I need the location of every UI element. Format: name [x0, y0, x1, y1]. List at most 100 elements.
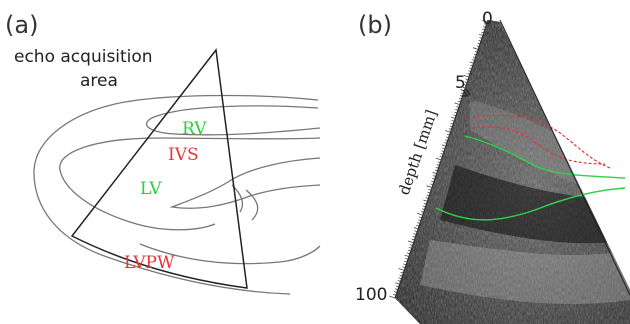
- depth-tick: [482, 28, 486, 31]
- depth-tick: [426, 185, 433, 188]
- region-label-lv: LV: [140, 179, 162, 199]
- depth-tick: [398, 277, 402, 280]
- depth-tick: [463, 74, 470, 78]
- depth-tick: [439, 155, 443, 158]
- depth-tick: [405, 258, 409, 260]
- depth-tick: [472, 56, 477, 59]
- lv-contour-lower: [435, 187, 626, 221]
- region-label-lvpw: LVPW: [124, 253, 175, 273]
- depth-tick: [407, 240, 414, 244]
- depth-tick: [400, 271, 404, 274]
- depth-tick: [444, 142, 448, 144]
- depth-tick: [441, 144, 447, 147]
- panel-a-label: (a): [5, 11, 38, 39]
- depth-tick: [460, 92, 464, 95]
- acquisition-title-line2: area: [80, 71, 118, 91]
- heart-outer-contour: [33, 94, 319, 295]
- depth-tick: [440, 153, 444, 155]
- depth-tick: [478, 33, 484, 37]
- depth-tick: [469, 67, 473, 70]
- depth-tick: [389, 295, 396, 299]
- depth-tick: [467, 73, 471, 75]
- depth-tick: [473, 53, 477, 56]
- depth-tick: [476, 45, 480, 48]
- depth-tick: [416, 224, 420, 227]
- lv-inner-top: [59, 137, 321, 231]
- depth-tick: [407, 249, 411, 252]
- depth-tick: [393, 291, 397, 293]
- depth-tick: [408, 246, 412, 249]
- depth-tick: [468, 70, 472, 73]
- septum-lower: [169, 157, 321, 209]
- depth-tick: [421, 208, 425, 211]
- depth-tick: [413, 227, 419, 230]
- depth-tick: [455, 108, 459, 111]
- depth-tick: [394, 288, 398, 291]
- depth-tick: [462, 86, 466, 89]
- depth-tick: [414, 230, 418, 233]
- depth-tick: [402, 266, 406, 269]
- panel-b-label: (b): [358, 11, 392, 39]
- panel-a: (a) echo acquisition area RV IVS LV LVPW: [5, 11, 321, 295]
- depth-tick: [395, 282, 400, 285]
- depth-tick: [422, 205, 426, 208]
- depth-tick: [441, 150, 445, 153]
- depth-tick: [404, 254, 410, 257]
- depth-tick: [483, 26, 487, 28]
- panel-b: (b) 0 5 100 depth [mm]: [355, 9, 630, 324]
- depth-tick: [463, 84, 467, 86]
- depth-tick: [451, 120, 455, 122]
- depth-tick: [445, 136, 450, 139]
- depth-tick: [425, 197, 429, 200]
- depth-tick: [406, 252, 411, 255]
- depth-marker-arrow: [462, 88, 471, 97]
- depth-label-5: 5: [455, 73, 466, 93]
- dark-cavity: [440, 165, 630, 244]
- depth-tick: [428, 189, 432, 191]
- depth-tick: [420, 211, 424, 213]
- depth-tick: [412, 235, 416, 238]
- depth-tick: [432, 177, 436, 180]
- ivs-contour: [471, 114, 611, 169]
- depth-tick: [409, 244, 413, 246]
- depth-tick: [448, 128, 452, 131]
- depth-tick: [470, 64, 474, 67]
- depth-tick: [453, 114, 457, 117]
- depth-tick: [426, 194, 430, 197]
- depth-tick: [423, 202, 427, 205]
- depth-tick: [456, 106, 460, 108]
- depth-tick: [418, 219, 422, 222]
- depth-tick: [434, 169, 438, 172]
- depth-tick: [398, 268, 405, 271]
- depth-tick: [423, 199, 428, 202]
- depth-tick: [417, 222, 421, 224]
- depth-tick: [403, 263, 407, 266]
- depth-tick: [399, 274, 403, 277]
- depth-tick: [454, 102, 461, 106]
- depth-tick: [446, 133, 450, 136]
- depth-tick: [445, 139, 449, 142]
- depth-tick: [479, 37, 483, 39]
- depth-tick: [449, 125, 453, 128]
- region-label-rv: RV: [182, 119, 207, 139]
- region-label-ivs: IVS: [168, 145, 199, 165]
- depth-tick: [481, 31, 485, 34]
- depth-tick: [477, 42, 481, 45]
- depth-tick: [427, 191, 431, 194]
- depth-tick: [404, 260, 408, 263]
- depth-tick: [458, 97, 463, 100]
- depth-tick: [484, 23, 488, 26]
- depth-tick: [417, 212, 424, 216]
- depth-ruler: [389, 19, 489, 299]
- depth-tick: [482, 19, 489, 23]
- heart-top-contour: [145, 105, 321, 136]
- depth-tick: [450, 122, 454, 125]
- depth-tick: [464, 81, 468, 84]
- depth-tick: [418, 216, 423, 219]
- depth-tick: [395, 285, 399, 288]
- lv-contour: [435, 135, 626, 221]
- depth-label-bottom: 100: [355, 285, 387, 305]
- depth-tick: [465, 78, 469, 81]
- lv-contour-upper: [464, 135, 626, 179]
